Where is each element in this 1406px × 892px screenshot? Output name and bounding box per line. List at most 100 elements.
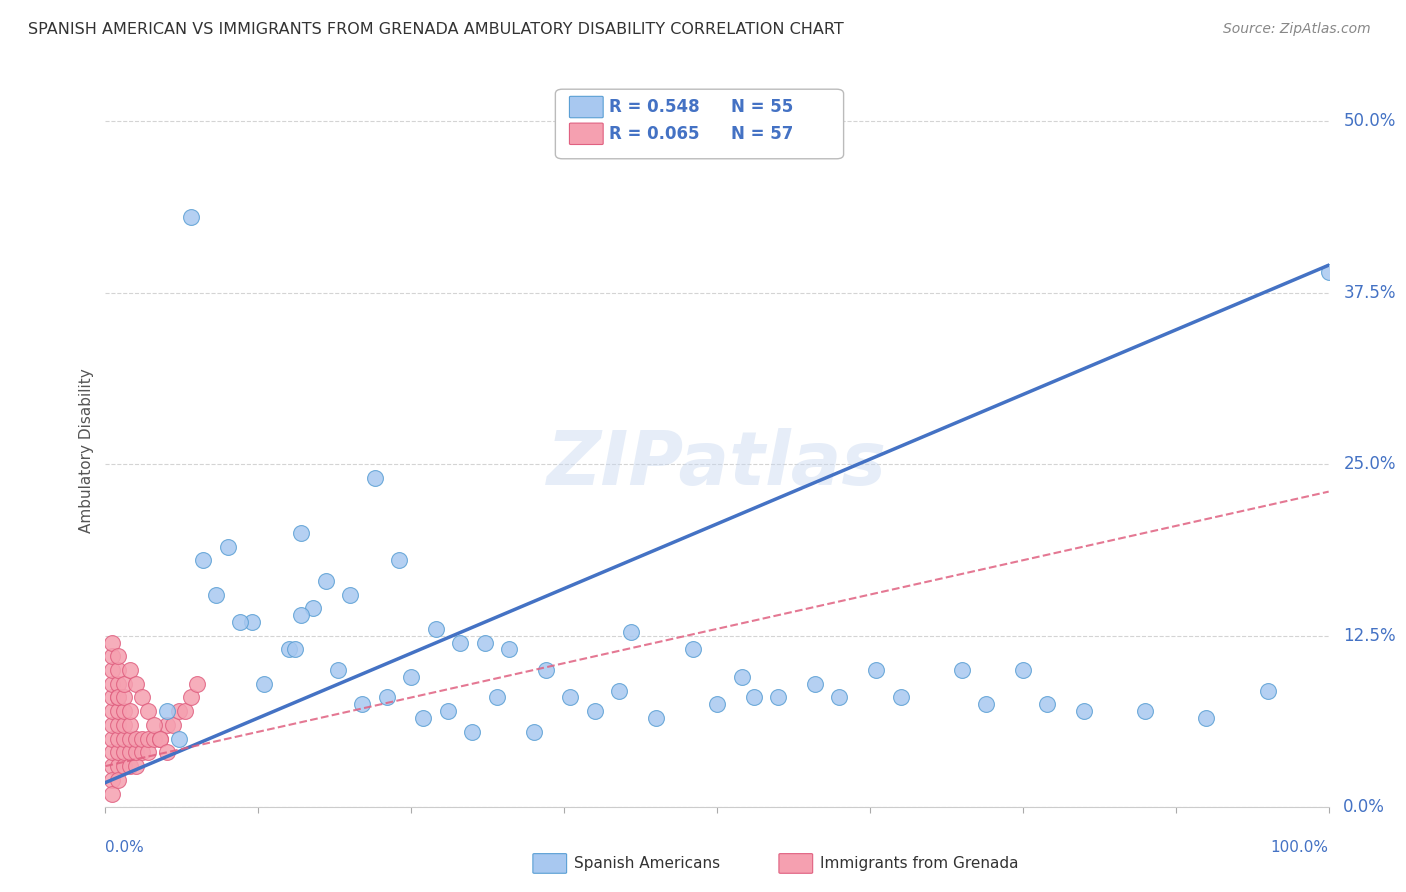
Point (290, 608, 312, 623)
Point (425, 622, 447, 636)
Point (118, 731, 141, 746)
Point (131, 745, 153, 759)
Point (399, 670, 422, 684)
Text: N = 55: N = 55 (731, 98, 793, 116)
Point (339, 588, 361, 602)
Point (162, 718, 184, 732)
Point (100, 635, 122, 649)
Point (730, 670, 752, 684)
Text: Immigrants from Grenada: Immigrants from Grenada (820, 856, 1018, 871)
Point (100, 772, 122, 787)
Point (136, 704, 159, 718)
Point (437, 704, 460, 718)
Point (118, 718, 141, 732)
Point (302, 601, 325, 615)
Point (644, 711, 668, 725)
Point (107, 772, 129, 787)
Point (193, 553, 215, 567)
Point (112, 745, 135, 759)
Point (149, 731, 172, 746)
Point (100, 704, 122, 718)
Point (149, 731, 172, 746)
Point (118, 745, 141, 759)
Point (107, 690, 129, 705)
Point (107, 704, 129, 718)
Point (388, 553, 411, 567)
Point (107, 745, 129, 759)
Text: 12.5%: 12.5% (1343, 627, 1396, 645)
Point (889, 690, 911, 705)
Point (174, 704, 197, 718)
Point (1195, 711, 1218, 725)
Point (112, 704, 135, 718)
Point (560, 690, 582, 705)
Point (474, 635, 496, 649)
Point (100, 663, 122, 677)
Point (143, 718, 166, 732)
Point (1317, 265, 1340, 279)
Point (706, 698, 728, 712)
Point (125, 745, 148, 759)
Point (107, 731, 129, 746)
Point (412, 711, 434, 725)
Point (865, 663, 887, 677)
Point (107, 649, 129, 664)
Point (1011, 663, 1033, 677)
Point (100, 787, 122, 801)
Point (768, 690, 790, 705)
Point (950, 663, 973, 677)
Point (107, 677, 129, 691)
Text: ZIPatlas: ZIPatlas (547, 428, 887, 501)
Point (100, 677, 122, 691)
Point (180, 690, 202, 705)
Y-axis label: Ambulatory Disability: Ambulatory Disability (79, 368, 94, 533)
Text: 37.5%: 37.5% (1343, 284, 1396, 301)
Point (682, 642, 704, 657)
Point (100, 759, 122, 773)
Point (278, 642, 301, 657)
Point (315, 574, 337, 588)
Point (522, 724, 544, 739)
Point (131, 690, 153, 705)
Point (155, 718, 177, 732)
Point (240, 615, 263, 629)
Point (107, 759, 129, 773)
Point (118, 663, 141, 677)
Point (1073, 704, 1095, 718)
Point (100, 690, 122, 705)
Point (363, 471, 385, 485)
Text: Spanish Americans: Spanish Americans (574, 856, 720, 871)
Point (131, 731, 153, 746)
Point (326, 663, 349, 677)
Point (136, 731, 159, 746)
Text: N = 57: N = 57 (731, 125, 793, 143)
Point (607, 683, 630, 698)
Point (107, 718, 129, 732)
Point (100, 718, 122, 732)
Point (107, 690, 129, 705)
Point (167, 731, 190, 746)
Point (112, 677, 135, 691)
Point (375, 690, 398, 705)
Point (118, 759, 141, 773)
Point (100, 649, 122, 664)
Point (217, 540, 239, 554)
Point (583, 704, 606, 718)
Point (112, 731, 135, 746)
Point (620, 624, 643, 639)
Point (112, 718, 135, 732)
Point (1256, 683, 1278, 698)
Text: R = 0.548: R = 0.548 (609, 98, 699, 116)
Point (118, 704, 141, 718)
Point (125, 677, 148, 691)
Point (125, 731, 148, 746)
Text: Source: ZipAtlas.com: Source: ZipAtlas.com (1223, 22, 1371, 37)
Point (828, 690, 851, 705)
Text: 0.0%: 0.0% (105, 840, 145, 855)
Point (449, 635, 471, 649)
Text: SPANISH AMERICAN VS IMMIGRANTS FROM GRENADA AMBULATORY DISABILITY CORRELATION CH: SPANISH AMERICAN VS IMMIGRANTS FROM GREN… (28, 22, 844, 37)
Point (498, 642, 520, 657)
Point (155, 745, 177, 759)
Point (804, 677, 827, 691)
Point (100, 745, 122, 759)
